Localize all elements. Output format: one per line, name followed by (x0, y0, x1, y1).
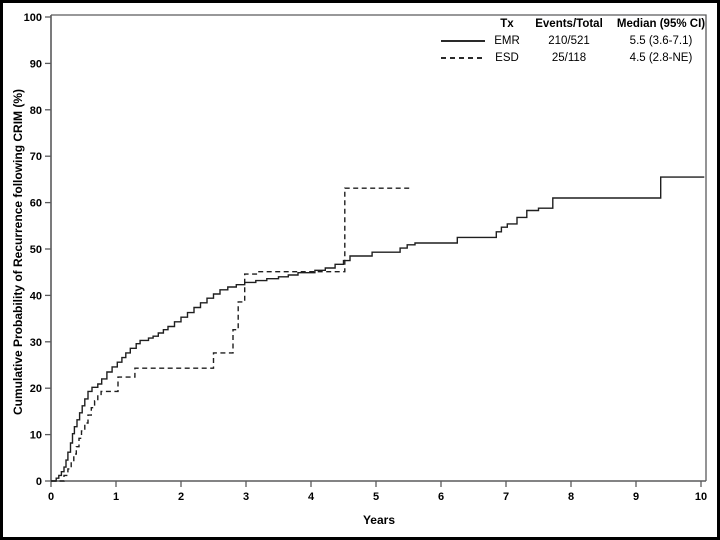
legend-header-tx: Tx (500, 17, 514, 30)
legend-emr-label: EMR (494, 34, 520, 47)
y-tick-label: 60 (30, 198, 42, 210)
y-tick-label: 40 (30, 290, 42, 302)
legend-line-sample-emr (437, 39, 489, 42)
legend-header-median: Median (95% CI) (616, 17, 706, 30)
x-tick-label: 4 (308, 491, 315, 503)
legend-emr-median: 5.5 (3.6-7.1) (629, 34, 693, 47)
legend-esd-events-total: 25/118 (551, 51, 587, 64)
plot-frame (51, 14, 707, 481)
x-tick-label: 8 (568, 491, 574, 503)
legend-emr-events-total: 210/521 (548, 34, 590, 47)
x-tick-label: 2 (178, 491, 184, 503)
legend-line-sample-esd (437, 56, 489, 59)
legend-esd-median: 4.5 (2.8-NE) (629, 51, 693, 64)
y-axis-label: Cumulative Probability of Recurrence fol… (11, 89, 25, 415)
emr-curve (51, 176, 705, 482)
esd-curve (51, 187, 410, 482)
x-tick-label: 6 (438, 491, 444, 503)
x-tick-label: 1 (113, 491, 119, 503)
x-tick-label: 5 (373, 491, 379, 503)
x-axis-label: Years (363, 513, 395, 527)
x-tick-label: 3 (243, 491, 249, 503)
y-tick-label: 80 (30, 105, 42, 117)
y-tick-label: 90 (30, 58, 42, 70)
x-tick-label: 10 (695, 491, 707, 503)
y-tick-label: 70 (30, 151, 42, 163)
x-tick-label: 0 (48, 491, 54, 503)
y-tick-label: 50 (30, 244, 42, 256)
y-tick-label: 20 (30, 383, 42, 395)
y-tick-label: 30 (30, 337, 42, 349)
y-tick-label: 0 (36, 476, 42, 488)
x-tick-label: 7 (503, 491, 509, 503)
legend-header-events-total: Events/Total (535, 17, 603, 30)
legend: Tx Events/Total Median (95% CI) EMR 210/… (437, 15, 709, 66)
legend-esd-label: ESD (495, 51, 519, 64)
x-tick-label: 9 (633, 491, 639, 503)
y-tick-label: 100 (24, 12, 42, 24)
y-tick-label: 10 (30, 430, 42, 442)
